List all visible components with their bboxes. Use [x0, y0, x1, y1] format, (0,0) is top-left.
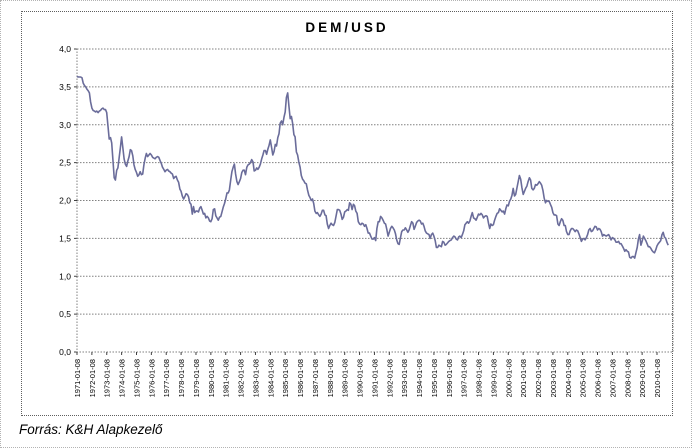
- x-tick-label: 1994-01-08: [415, 359, 424, 397]
- x-tick-label: 1997-01-08: [460, 359, 469, 397]
- x-tick-label: 1990-01-08: [356, 359, 365, 397]
- y-tick-label: 1,0: [59, 271, 71, 281]
- x-tick-label: 2004-01-08: [564, 359, 573, 397]
- x-tick-label: 1985-01-08: [281, 359, 290, 397]
- plot-area: 0,0 0,5 1,0 1,5 2,0 2,5 3,0 3,5 4,0 1971-01-08 197…: [59, 44, 674, 397]
- x-tick-label: 2005-01-08: [579, 359, 588, 397]
- x-tick-label: 1998-01-08: [475, 359, 484, 397]
- x-tick-label: 1975-01-08: [132, 359, 141, 397]
- x-tick-label: 1996-01-08: [445, 359, 454, 397]
- x-tick-label: 1979-01-08: [192, 359, 201, 397]
- chart-frame: 0,0 0,5 1,0 1,5 2,0 2,5 3,0 3,5 4,0 1971-01-08 197…: [21, 11, 674, 416]
- x-tick-label: 1992-01-08: [385, 359, 394, 397]
- x-tick-label: 1976-01-08: [147, 359, 156, 397]
- chart-title: DEM/USD: [305, 20, 389, 35]
- y-tick-label: 0,5: [59, 309, 71, 319]
- y-tick-label: 2,5: [59, 158, 71, 168]
- x-tick-label: 1991-01-08: [370, 359, 379, 397]
- x-tick-label: 1981-01-08: [222, 359, 231, 397]
- x-tick-label: 2003-01-08: [549, 359, 558, 397]
- x-tick-label: 1977-01-08: [162, 359, 171, 397]
- y-tick-label: 3,0: [59, 120, 71, 130]
- x-tick-label: 2001-01-08: [519, 359, 528, 397]
- x-tick-label: 2007-01-08: [608, 359, 617, 397]
- x-tick-label: 1989-01-08: [341, 359, 350, 397]
- x-tick-label: 1980-01-08: [207, 359, 216, 397]
- x-tick-label: 1987-01-08: [311, 359, 320, 397]
- y-tick-label: 3,5: [59, 82, 71, 92]
- x-tick-label: 1978-01-08: [177, 359, 186, 397]
- x-tick-label: 2000-01-08: [504, 359, 513, 397]
- x-tick-label: 1993-01-08: [400, 359, 409, 397]
- y-tick-label: 4,0: [59, 44, 71, 54]
- x-tick-label: 1983-01-08: [251, 359, 260, 397]
- x-tick-label: 2002-01-08: [534, 359, 543, 397]
- x-tick-label: 1988-01-08: [326, 359, 335, 397]
- x-tick-label: 1971-01-08: [73, 359, 82, 397]
- x-tick-label: 2010-01-08: [653, 359, 662, 397]
- x-tick-label: 2009-01-08: [638, 359, 647, 397]
- x-tick-label: 1982-01-08: [237, 359, 246, 397]
- x-tick-label: 1973-01-08: [103, 359, 112, 397]
- dem-usd-line: [76, 75, 669, 259]
- x-tick-label: 2008-01-08: [623, 359, 632, 397]
- plot-border: [76, 48, 674, 353]
- y-tick-label: 0,0: [59, 347, 71, 357]
- x-tick-label: 2006-01-08: [594, 359, 603, 397]
- source-caption: Forrás: K&H Alapkezelő: [19, 422, 163, 437]
- x-tick-label: 1972-01-08: [88, 359, 97, 397]
- x-tick-label: 1984-01-08: [266, 359, 275, 397]
- x-tick-label: 1986-01-08: [296, 359, 305, 397]
- x-tick-label: 1974-01-08: [118, 359, 127, 397]
- y-tick-label: 2,0: [59, 196, 71, 206]
- y-tick-label: 1,5: [59, 233, 71, 243]
- x-tick-label: 1999-01-08: [489, 359, 498, 397]
- x-tick-label: 1995-01-08: [430, 359, 439, 397]
